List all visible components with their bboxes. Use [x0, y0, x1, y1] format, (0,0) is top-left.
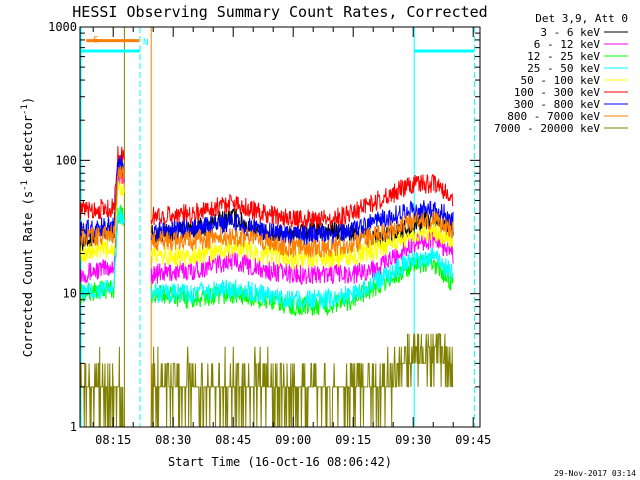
series-line	[79, 181, 125, 264]
series-line	[79, 206, 125, 304]
y-axis-label: Corrected Count Rate (s-1 detector-1)	[20, 97, 35, 357]
flag-label: N	[143, 38, 148, 48]
y-axis-label-sup2: -1	[20, 104, 30, 115]
y-axis-label-mid: detector	[21, 115, 35, 180]
legend-entry: 50 - 100 keV	[521, 74, 601, 87]
y-tick-label: 100	[55, 153, 77, 167]
legend-entry: 3 - 6 keV	[540, 26, 600, 39]
legend-entry: 12 - 25 keV	[527, 50, 600, 63]
legend-entry: 100 - 300 keV	[514, 86, 600, 99]
series-line	[150, 254, 454, 317]
series-line	[79, 165, 125, 249]
flag-label: S	[93, 36, 98, 46]
x-tick-label: 09:45	[455, 433, 491, 447]
y-axis: 1 10 100 1000	[48, 20, 480, 434]
series-line	[150, 210, 454, 259]
series-line	[150, 247, 454, 310]
y-tick-label: 1000	[48, 20, 77, 34]
y-tick-label: 10	[63, 287, 77, 301]
series-line	[150, 229, 454, 285]
series-lines	[79, 146, 454, 428]
plot-frame	[79, 26, 481, 428]
y-axis-label-end: )	[21, 97, 35, 104]
x-tick-label: 09:15	[335, 433, 371, 447]
y-tick-label: 1	[70, 420, 77, 434]
legend-entry: 25 - 50 keV	[527, 62, 600, 75]
legend-header: Det 3,9, Att 0	[535, 12, 628, 25]
chart-title: HESSI Observing Summary Count Rates, Cor…	[72, 3, 487, 21]
legend-entry: 7000 - 20000 keV	[494, 122, 600, 135]
footer-date: 29-Nov-2017 03:14	[554, 469, 636, 478]
series-line	[79, 346, 125, 428]
x-tick-label: 09:00	[275, 433, 311, 447]
x-tick-label: 08:15	[95, 433, 131, 447]
x-axis-label: Start Time (16-Oct-16 08:06:42)	[168, 455, 392, 469]
legend-entry: 6 - 12 keV	[534, 38, 601, 51]
x-tick-label: 09:30	[395, 433, 431, 447]
legend-entry: 800 - 7000 keV	[507, 110, 600, 123]
series-line	[150, 199, 454, 247]
y-axis-label-main: Corrected Count Rate (s	[21, 191, 35, 357]
series-line	[150, 333, 454, 428]
legend-entry: 300 - 800 keV	[514, 98, 600, 111]
x-tick-label: 08:30	[155, 433, 191, 447]
y-axis-label-sup1: -1	[20, 180, 30, 191]
x-axis: 08:15 08:30 08:45 09:00 09:15 09:30 09:45	[92, 27, 491, 447]
series-line	[150, 220, 454, 270]
series-line	[150, 173, 454, 230]
x-tick-label: 08:45	[215, 433, 251, 447]
